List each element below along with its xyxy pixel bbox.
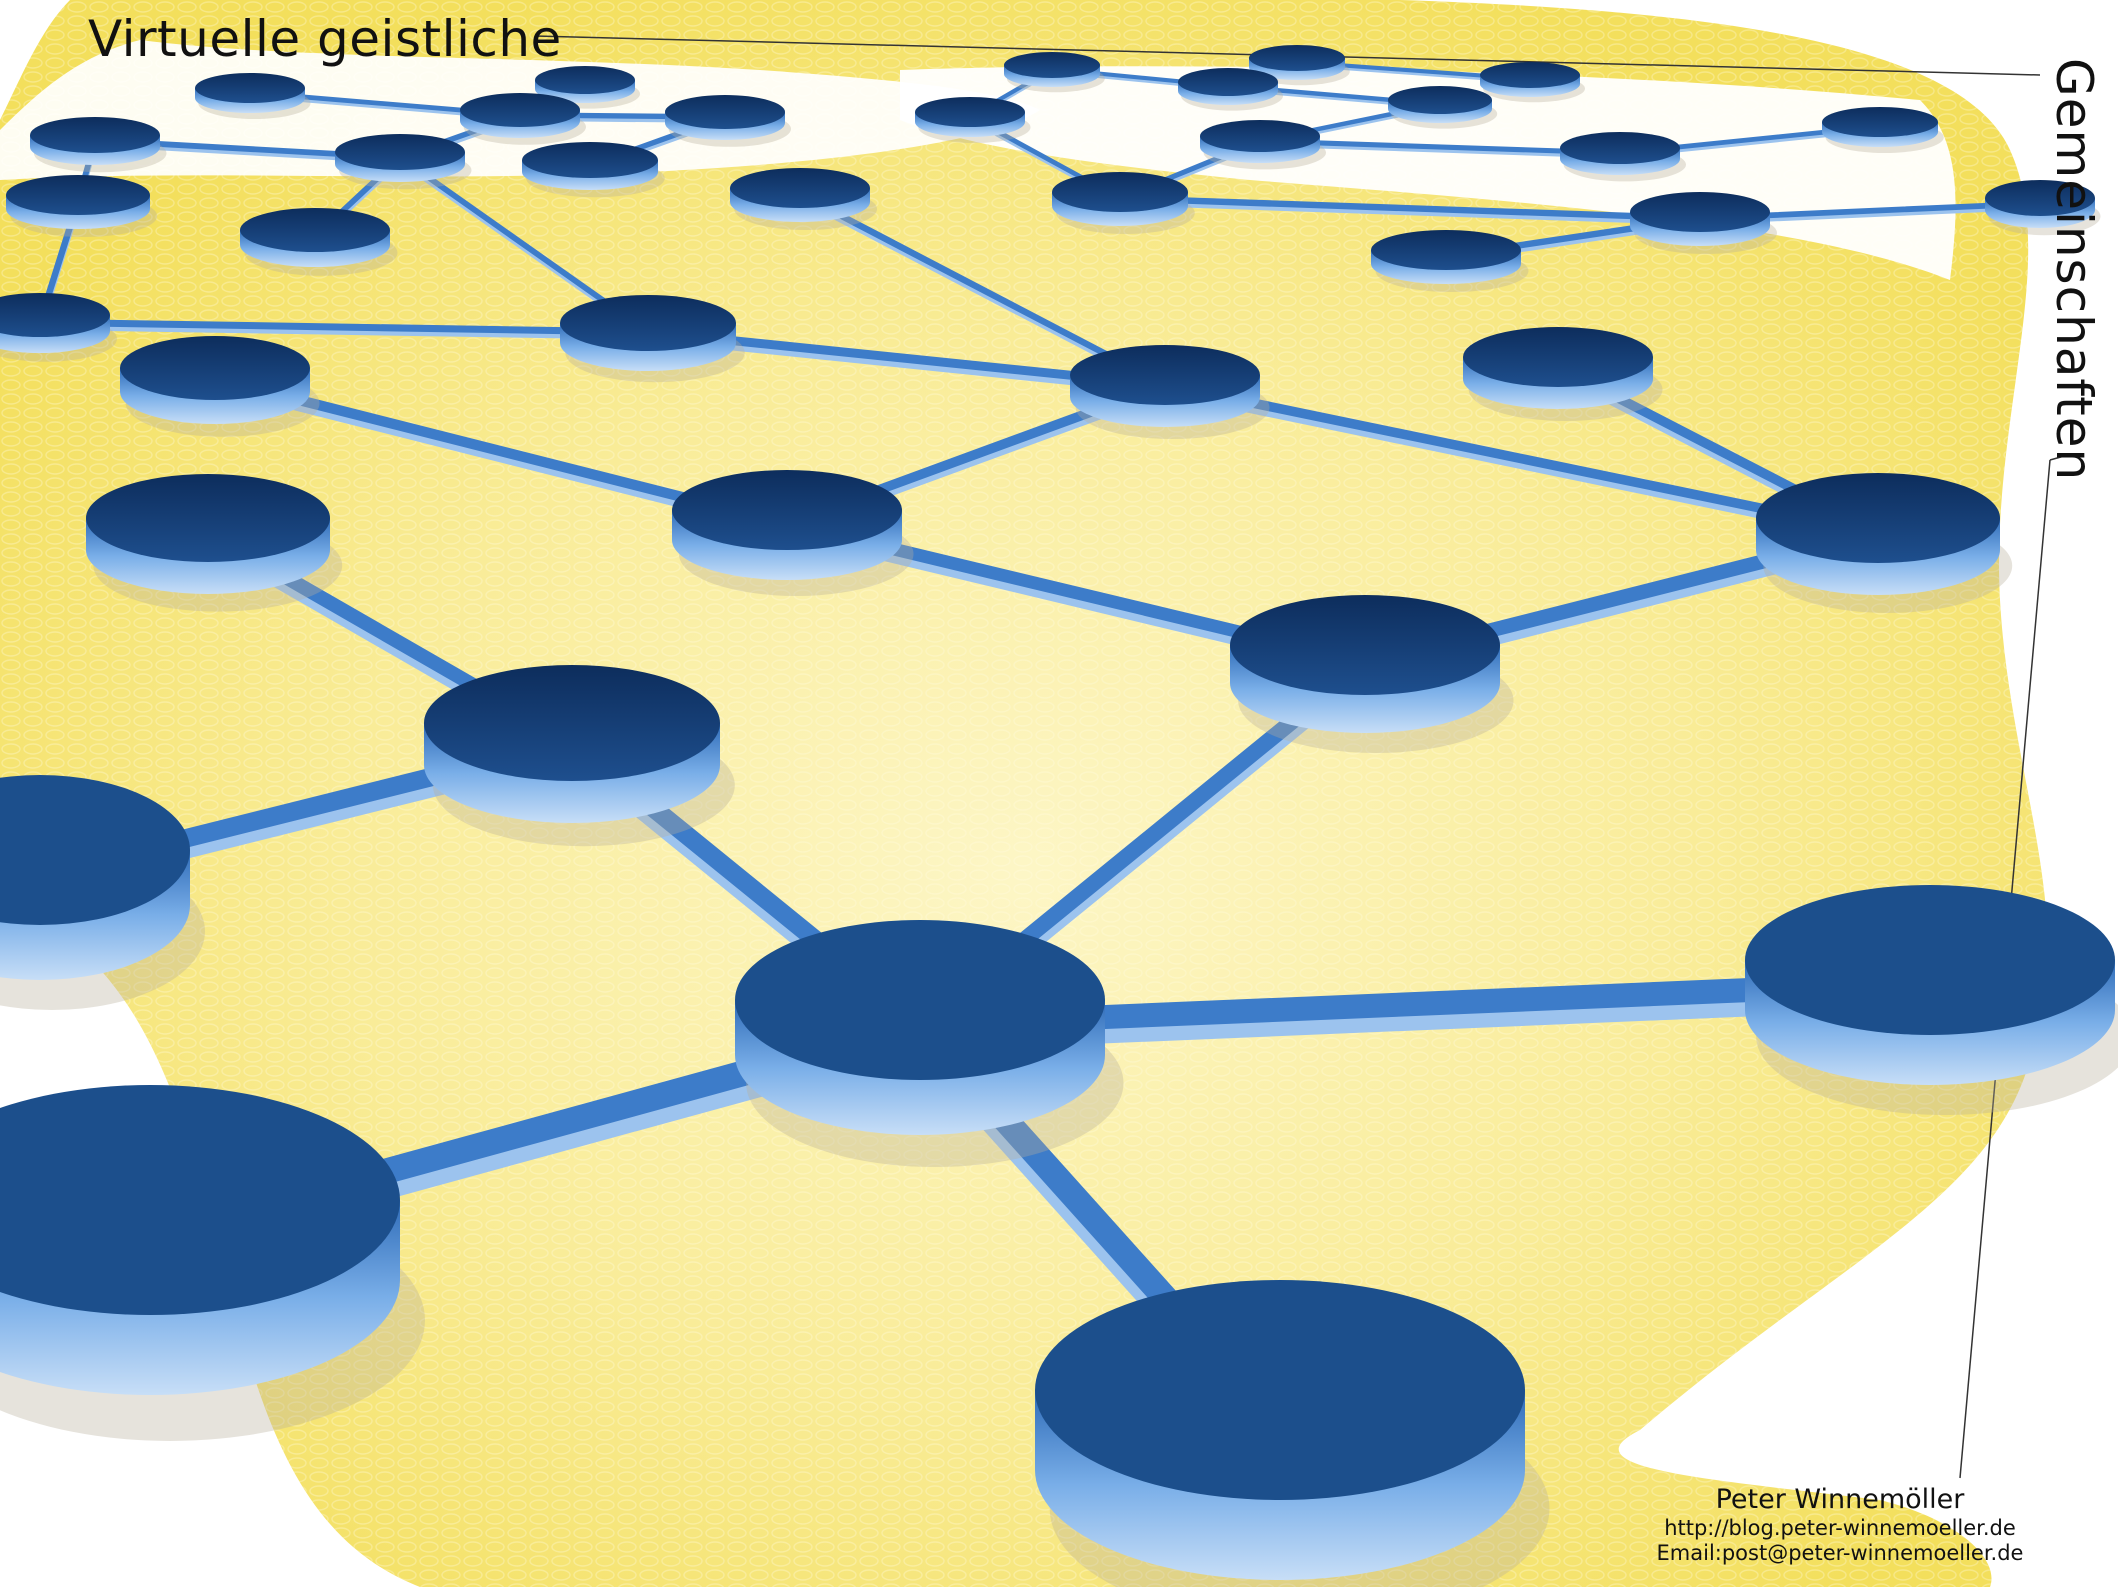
network-node — [915, 97, 1031, 143]
network-node — [6, 175, 158, 237]
author-name: Peter Winnemöller — [1715, 1484, 1965, 1515]
network-node — [335, 134, 472, 190]
connector-bar — [36, 318, 652, 336]
network-node — [1371, 230, 1529, 292]
author-email[interactable]: Email:post@peter-winnemoeller.de — [1656, 1541, 2024, 1565]
network-node — [1230, 595, 1514, 753]
connector-shadow — [1116, 198, 1704, 226]
network-node — [195, 73, 311, 119]
network-node — [1630, 192, 1777, 254]
network-node — [30, 117, 167, 173]
network-node — [120, 336, 320, 437]
network-node — [424, 665, 735, 847]
network-node — [0, 293, 117, 362]
network-node — [0, 775, 205, 1010]
network-node — [735, 920, 1124, 1167]
network-node — [86, 474, 343, 612]
title-vertical: Gemeinschaften — [2045, 58, 2103, 482]
network-node — [1560, 132, 1687, 182]
network-nodes — [0, 45, 2118, 1587]
author-blog-link[interactable]: http://blog.peter-winnemoeller.de — [1664, 1516, 2016, 1540]
network-node — [1463, 327, 1663, 421]
network-node — [1822, 107, 1944, 153]
connector-bar — [1116, 195, 1704, 222]
network-node — [1388, 86, 1498, 129]
network-node — [460, 93, 586, 145]
network-node — [1756, 473, 2013, 613]
network-node — [1052, 172, 1195, 234]
network-node — [1745, 885, 2118, 1115]
network-node — [1035, 1280, 1550, 1587]
network-node — [1480, 62, 1585, 103]
network-node — [535, 66, 640, 109]
network-node — [1985, 180, 2101, 236]
title-horizontal: Virtuelle geistliche — [88, 10, 562, 68]
network-node — [1249, 45, 1350, 86]
network-node — [560, 295, 745, 383]
network-node — [1070, 345, 1270, 439]
network-node — [240, 208, 398, 276]
network-node — [522, 142, 665, 198]
network-node — [1004, 52, 1105, 93]
network-node — [1178, 68, 1283, 111]
network-node — [0, 1085, 425, 1441]
network-node — [1200, 120, 1327, 170]
connector-shadow — [36, 322, 652, 340]
network-node — [730, 168, 877, 230]
network-node — [665, 95, 791, 147]
network-node — [672, 470, 914, 596]
author-footer: Peter Winnemöller http://blog.peter-winn… — [1640, 1484, 2040, 1566]
